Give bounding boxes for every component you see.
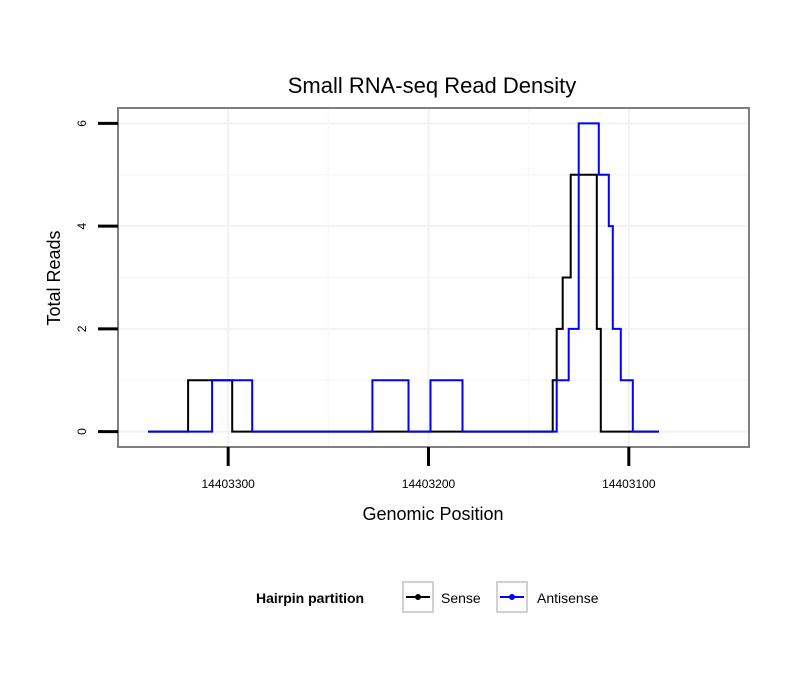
x-axis: 14403300 14403200 14403100: [201, 447, 656, 491]
chart-title: Small RNA-seq Read Density: [288, 73, 577, 98]
legend-point-antisense: [509, 594, 515, 600]
legend-label-sense: Sense: [441, 590, 481, 606]
y-tick-label: 6: [75, 120, 89, 127]
y-tick-label: 2: [75, 325, 89, 332]
y-tick-label: 4: [75, 222, 89, 229]
plot-panel-border: [117, 107, 750, 448]
legend-label-antisense: Antisense: [537, 590, 599, 606]
series-line-antisense: [148, 122, 659, 433]
legend-item-sense: Sense: [402, 581, 481, 613]
x-tick-label: 14403100: [602, 477, 656, 491]
y-axis-title: Total Reads: [44, 230, 64, 325]
legend-point-sense: [415, 594, 421, 600]
x-axis-title: Genomic Position: [362, 504, 503, 524]
series-lines: [148, 122, 659, 433]
y-tick-label: 0: [75, 428, 89, 435]
legend-title: Hairpin partition: [256, 590, 364, 606]
x-tick-label: 14403200: [402, 477, 456, 491]
series-line-sense: [148, 173, 659, 433]
x-tick-label: 14403300: [201, 477, 255, 491]
y-axis: 0 2 4 6: [75, 120, 118, 435]
legend: Hairpin partition Sense Antisense: [256, 581, 599, 613]
legend-item-antisense: Antisense: [496, 581, 599, 613]
